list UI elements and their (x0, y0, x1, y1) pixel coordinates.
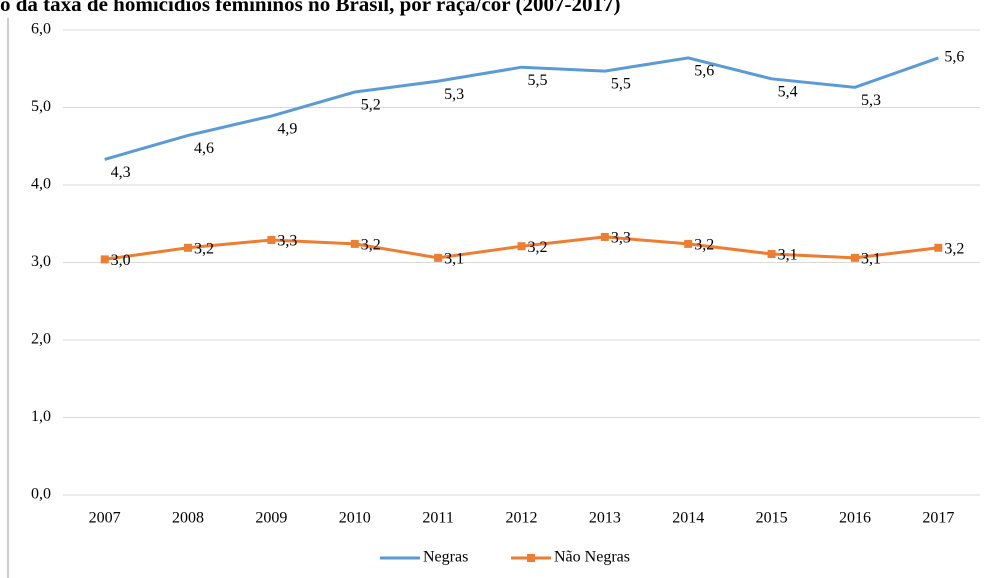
marker (684, 239, 693, 248)
x-tick-label: 2011 (422, 510, 453, 527)
data-label: 5,6 (944, 49, 964, 66)
y-tick-label: 0,0 (31, 486, 51, 503)
data-label: 4,3 (111, 164, 131, 181)
data-label: 3,0 (111, 252, 131, 269)
x-tick-label: 2013 (589, 510, 621, 527)
y-tick-label: 5,0 (31, 98, 51, 115)
data-label: 3,3 (277, 233, 297, 250)
data-label: 3,2 (361, 237, 381, 254)
y-tick-label: 1,0 (31, 408, 51, 425)
x-tick-label: 2017 (922, 510, 954, 527)
data-label: 3,3 (611, 230, 631, 247)
marker (267, 236, 276, 245)
data-label: 5,4 (778, 83, 798, 100)
x-tick-label: 2010 (339, 510, 371, 527)
marker (100, 255, 109, 264)
legend-label: Não Negras (554, 549, 630, 566)
y-tick-label: 4,0 (31, 176, 51, 193)
x-tick-label: 2016 (839, 510, 871, 527)
marker (600, 232, 609, 241)
data-label: 3,2 (694, 237, 714, 254)
legend-label: Negras (423, 549, 468, 566)
data-label: 3,2 (194, 240, 214, 257)
data-label: 3,1 (861, 251, 881, 268)
x-tick-label: 2007 (89, 510, 121, 527)
data-label: 3,1 (444, 251, 464, 268)
marker (934, 243, 943, 252)
data-label: 3,2 (528, 239, 548, 256)
y-tick-label: 6,0 (31, 21, 51, 38)
marker (517, 242, 526, 251)
marker (767, 249, 776, 258)
x-tick-label: 2008 (172, 510, 204, 527)
data-label: 4,9 (277, 121, 297, 138)
data-label: 3,2 (944, 240, 964, 257)
marker (184, 243, 193, 252)
x-tick-label: 2012 (506, 510, 538, 527)
y-tick-label: 3,0 (31, 253, 51, 270)
data-label: 5,5 (611, 76, 631, 93)
y-tick-label: 2,0 (31, 331, 51, 348)
chart-title: o da taxa de homicídios femininos no Bra… (0, 0, 620, 16)
marker (350, 239, 359, 248)
x-tick-label: 2015 (756, 510, 788, 527)
data-label: 5,3 (444, 86, 464, 103)
data-label: 5,5 (528, 72, 548, 89)
data-label: 5,2 (361, 97, 381, 114)
data-label: 3,1 (778, 247, 798, 264)
marker (434, 253, 443, 262)
x-tick-label: 2014 (672, 510, 704, 527)
marker (850, 253, 859, 262)
legend-marker (527, 554, 535, 562)
data-label: 5,3 (861, 92, 881, 109)
x-tick-label: 2009 (255, 510, 287, 527)
data-label: 5,6 (694, 63, 714, 80)
series-line (104, 56, 939, 161)
data-label: 4,6 (194, 140, 214, 157)
